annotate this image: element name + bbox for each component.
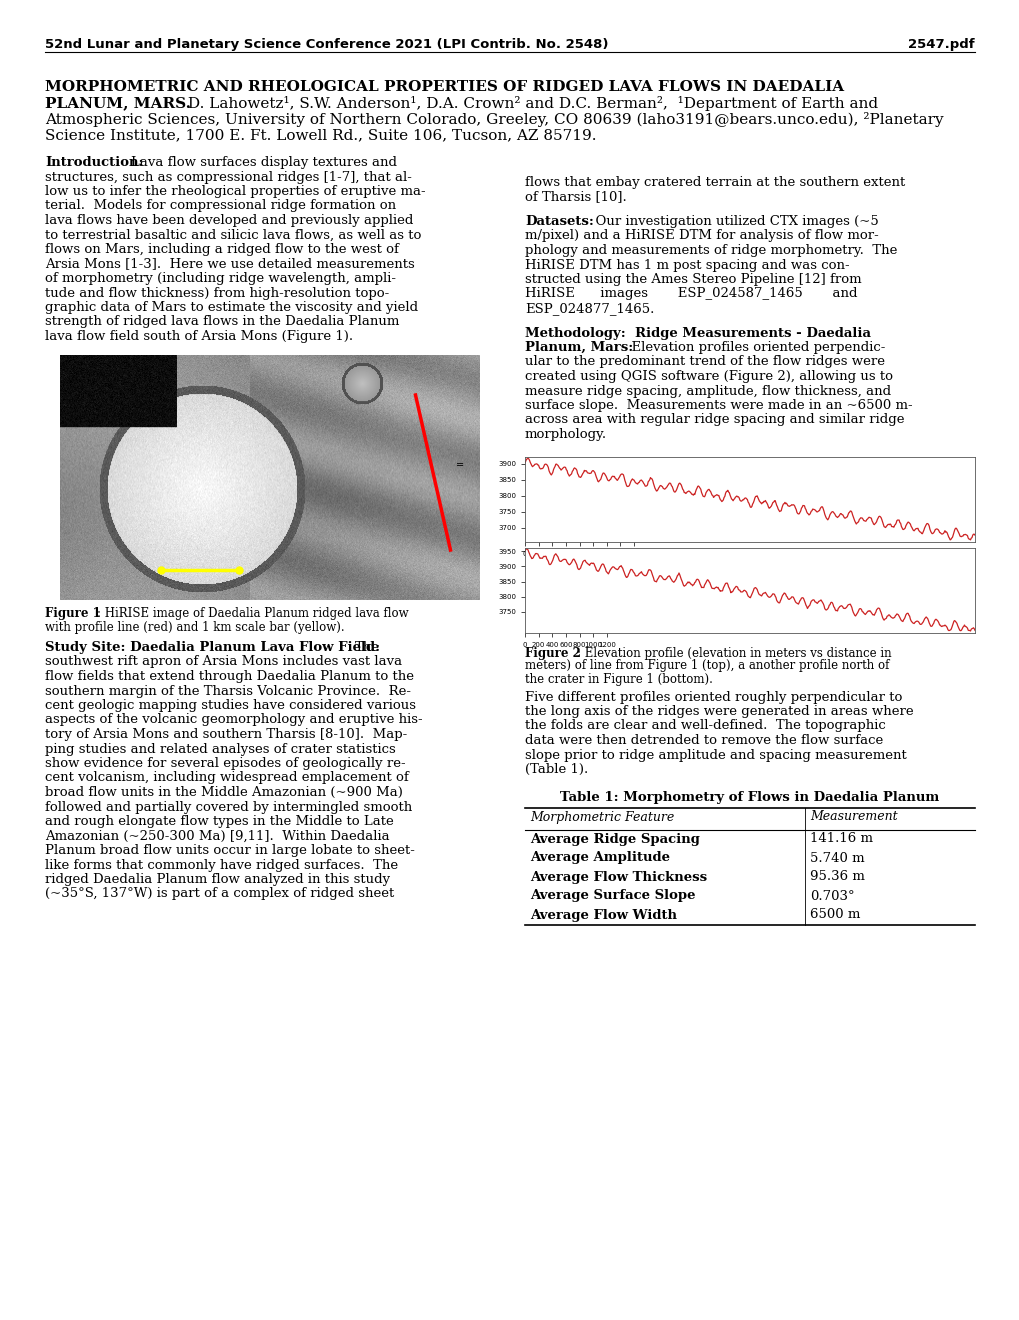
- Text: Introduction:: Introduction:: [45, 156, 144, 169]
- Text: Planum broad flow units occur in large lobate to sheet-: Planum broad flow units occur in large l…: [45, 843, 415, 857]
- Text: flow fields that extend through Daedalia Planum to the: flow fields that extend through Daedalia…: [45, 671, 414, 682]
- Text: the folds are clear and well-defined.  The topographic: the folds are clear and well-defined. Th…: [525, 719, 884, 733]
- Text: and rough elongate flow types in the Middle to Late: and rough elongate flow types in the Mid…: [45, 814, 393, 828]
- Text: 52nd Lunar and Planetary Science Conference 2021 (LPI Contrib. No. 2548): 52nd Lunar and Planetary Science Confere…: [45, 38, 608, 51]
- Text: Table 1: Morphometry of Flows in Daedalia Planum: Table 1: Morphometry of Flows in Daedali…: [559, 792, 938, 804]
- Text: ping studies and related analyses of crater statistics: ping studies and related analyses of cra…: [45, 742, 395, 755]
- Text: ESP_024877_1465.: ESP_024877_1465.: [525, 302, 654, 315]
- Text: lava flow field south of Arsia Mons (Figure 1).: lava flow field south of Arsia Mons (Fig…: [45, 330, 353, 343]
- Text: Study Site: Daedalia Planum Lava Flow Field:: Study Site: Daedalia Planum Lava Flow Fi…: [45, 642, 380, 653]
- Text: slope prior to ridge amplitude and spacing measurement: slope prior to ridge amplitude and spaci…: [525, 748, 906, 762]
- Text: cent volcanism, including widespread emplacement of: cent volcanism, including widespread emp…: [45, 771, 409, 784]
- Text: Lava flow surfaces display textures and: Lava flow surfaces display textures and: [130, 156, 396, 169]
- Text: Average Flow Width: Average Flow Width: [530, 908, 677, 921]
- Text: D. Lahowetz¹, S.W. Anderson¹, D.A. Crown² and D.C. Berman²,  ¹Department of Eart: D. Lahowetz¹, S.W. Anderson¹, D.A. Crown…: [182, 96, 877, 111]
- Text: Planum, Mars:: Planum, Mars:: [525, 341, 633, 354]
- Text: flows that embay cratered terrain at the southern extent: flows that embay cratered terrain at the…: [525, 176, 905, 189]
- Text: of Tharsis [10].: of Tharsis [10].: [525, 190, 626, 203]
- Text: measure ridge spacing, amplitude, flow thickness, and: measure ridge spacing, amplitude, flow t…: [525, 384, 891, 397]
- Text: ridged Daedalia Planum flow analyzed in this study: ridged Daedalia Planum flow analyzed in …: [45, 873, 389, 886]
- Text: data were then detrended to remove the flow surface: data were then detrended to remove the f…: [525, 734, 882, 747]
- Text: (Table 1).: (Table 1).: [525, 763, 588, 776]
- Text: phology and measurements of ridge morphometry.  The: phology and measurements of ridge morpho…: [525, 244, 897, 257]
- Text: to terrestrial basaltic and silicic lava flows, as well as to: to terrestrial basaltic and silicic lava…: [45, 228, 421, 242]
- Text: lava flows have been developed and previously applied: lava flows have been developed and previ…: [45, 214, 413, 227]
- Text: Average Surface Slope: Average Surface Slope: [530, 890, 695, 903]
- Text: Elevation profiles oriented perpendic-: Elevation profiles oriented perpendic-: [623, 341, 884, 354]
- Text: 6500 m: 6500 m: [809, 908, 860, 921]
- Text: tude and flow thickness) from high-resolution topo-: tude and flow thickness) from high-resol…: [45, 286, 389, 300]
- Text: graphic data of Mars to estimate the viscosity and yield: graphic data of Mars to estimate the vis…: [45, 301, 418, 314]
- Text: tory of Arsia Mons and southern Tharsis [8-10].  Map-: tory of Arsia Mons and southern Tharsis …: [45, 729, 407, 741]
- Text: Average Flow Thickness: Average Flow Thickness: [530, 870, 706, 883]
- Text: 2547.pdf: 2547.pdf: [908, 38, 974, 51]
- Text: created using QGIS software (Figure 2), allowing us to: created using QGIS software (Figure 2), …: [525, 370, 892, 383]
- Text: HiRISE      images       ESP_024587_1465       and: HiRISE images ESP_024587_1465 and: [525, 288, 857, 301]
- Text: the crater in Figure 1 (bottom).: the crater in Figure 1 (bottom).: [525, 672, 712, 685]
- Text: Arsia Mons [1-3].  Here we use detailed measurements: Arsia Mons [1-3]. Here we use detailed m…: [45, 257, 415, 271]
- Text: ular to the predominant trend of the flow ridges were: ular to the predominant trend of the flo…: [525, 355, 884, 368]
- Text: Measurement: Measurement: [809, 810, 897, 824]
- Text: with profile line (red) and 1 km scale bar (yellow).: with profile line (red) and 1 km scale b…: [45, 620, 344, 634]
- Text: Methodology:  Ridge Measurements - Daedalia: Methodology: Ridge Measurements - Daedal…: [525, 326, 870, 339]
- Text: strength of ridged lava flows in the Daedalia Planum: strength of ridged lava flows in the Dae…: [45, 315, 399, 329]
- Text: Science Institute, 1700 E. Ft. Lowell Rd., Suite 106, Tucson, AZ 85719.: Science Institute, 1700 E. Ft. Lowell Rd…: [45, 128, 596, 143]
- Text: structed using the Ames Stereo Pipeline [12] from: structed using the Ames Stereo Pipeline …: [525, 273, 861, 286]
- Text: Average Ridge Spacing: Average Ridge Spacing: [530, 833, 699, 846]
- Text: like forms that commonly have ridged surfaces.  The: like forms that commonly have ridged sur…: [45, 858, 397, 871]
- Text: The: The: [355, 642, 380, 653]
- Text: 5.740 m: 5.740 m: [809, 851, 864, 865]
- Text: Amazonian (~250-300 Ma) [9,11].  Within Daedalia: Amazonian (~250-300 Ma) [9,11]. Within D…: [45, 829, 389, 842]
- Text: broad flow units in the Middle Amazonian (~900 Ma): broad flow units in the Middle Amazonian…: [45, 785, 403, 799]
- Text: 95.36 m: 95.36 m: [809, 870, 864, 883]
- Text: : HiRISE image of Daedalia Planum ridged lava flow: : HiRISE image of Daedalia Planum ridged…: [97, 607, 409, 620]
- Text: terial.  Models for compressional ridge formation on: terial. Models for compressional ridge f…: [45, 199, 395, 213]
- Text: PLANUM, MARS.: PLANUM, MARS.: [45, 96, 191, 110]
- Text: flows on Mars, including a ridged flow to the west of: flows on Mars, including a ridged flow t…: [45, 243, 398, 256]
- Text: southwest rift apron of Arsia Mons includes vast lava: southwest rift apron of Arsia Mons inclu…: [45, 656, 401, 668]
- Text: morphology.: morphology.: [525, 428, 606, 441]
- Text: Morphometric Feature: Morphometric Feature: [530, 810, 674, 824]
- Text: show evidence for several episodes of geologically re-: show evidence for several episodes of ge…: [45, 756, 406, 770]
- Text: meters) of line from Figure 1 (top), a another profile north of: meters) of line from Figure 1 (top), a a…: [525, 660, 889, 672]
- Text: HiRISE DTM has 1 m post spacing and was con-: HiRISE DTM has 1 m post spacing and was …: [525, 259, 849, 272]
- Text: MORPHOMETRIC AND RHEOLOGICAL PROPERTIES OF RIDGED LAVA FLOWS IN DAEDALIA: MORPHOMETRIC AND RHEOLOGICAL PROPERTIES …: [45, 81, 844, 94]
- Text: aspects of the volcanic geomorphology and eruptive his-: aspects of the volcanic geomorphology an…: [45, 714, 422, 726]
- Text: of morphometry (including ridge wavelength, ampli-: of morphometry (including ridge waveleng…: [45, 272, 395, 285]
- Text: across area with regular ridge spacing and similar ridge: across area with regular ridge spacing a…: [525, 413, 904, 426]
- Text: m/pixel) and a HiRISE DTM for analysis of flow mor-: m/pixel) and a HiRISE DTM for analysis o…: [525, 230, 878, 243]
- Text: followed and partially covered by intermingled smooth: followed and partially covered by interm…: [45, 800, 412, 813]
- Text: =: =: [455, 459, 464, 470]
- Text: (~35°S, 137°W) is part of a complex of ridged sheet: (~35°S, 137°W) is part of a complex of r…: [45, 887, 394, 900]
- Text: the long axis of the ridges were generated in areas where: the long axis of the ridges were generat…: [525, 705, 913, 718]
- Text: structures, such as compressional ridges [1-7], that al-: structures, such as compressional ridges…: [45, 170, 412, 183]
- Text: Our investigation utilized CTX images (~5: Our investigation utilized CTX images (~…: [586, 215, 878, 228]
- Text: Figure 2: Figure 2: [525, 647, 580, 660]
- Text: southern margin of the Tharsis Volcanic Province.  Re-: southern margin of the Tharsis Volcanic …: [45, 685, 411, 697]
- Text: Average Amplitude: Average Amplitude: [530, 851, 669, 865]
- Text: 0.703°: 0.703°: [809, 890, 854, 903]
- Text: cent geologic mapping studies have considered various: cent geologic mapping studies have consi…: [45, 700, 416, 711]
- Text: Five different profiles oriented roughly perpendicular to: Five different profiles oriented roughly…: [525, 690, 902, 704]
- Text: Figure 1: Figure 1: [45, 607, 101, 620]
- Text: Datasets:: Datasets:: [525, 215, 593, 228]
- Text: Atmospheric Sciences, University of Northern Colorado, Greeley, CO 80639 (laho31: Atmospheric Sciences, University of Nort…: [45, 112, 943, 127]
- Text: : Elevation profile (elevation in meters vs distance in: : Elevation profile (elevation in meters…: [577, 647, 891, 660]
- Text: 141.16 m: 141.16 m: [809, 833, 872, 846]
- Text: surface slope.  Measurements were made in an ~6500 m-: surface slope. Measurements were made in…: [525, 399, 912, 412]
- Text: low us to infer the rheological properties of eruptive ma-: low us to infer the rheological properti…: [45, 185, 425, 198]
